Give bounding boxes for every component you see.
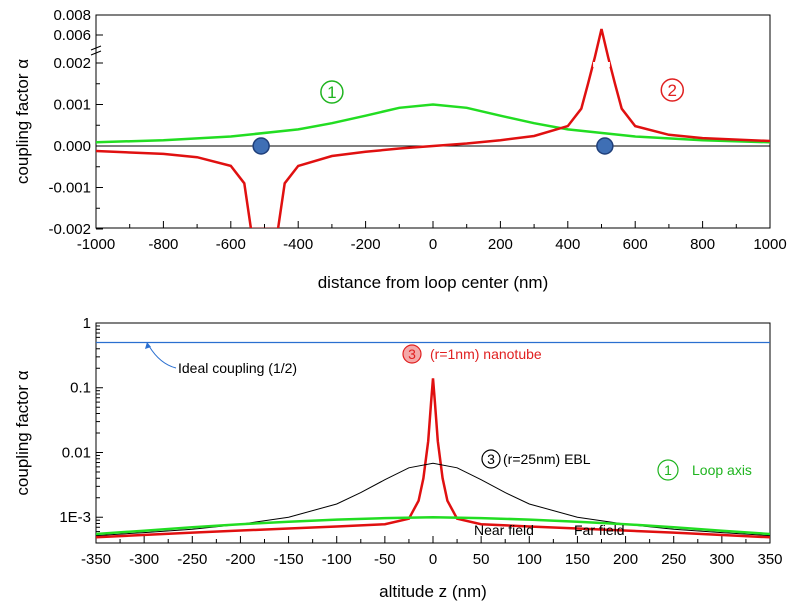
ebl-label: (r=25nm) EBL (503, 451, 591, 467)
nanotube-label: (r=1nm) nanotube (430, 346, 542, 362)
x-tick-label: -100 (322, 551, 352, 568)
x-tick-label: 200 (488, 236, 513, 253)
x-tick-label: 400 (555, 236, 580, 253)
y-axis-label: coupling factor α (13, 370, 32, 495)
x-tick-label: 250 (661, 551, 686, 568)
series-label: 1 (327, 83, 336, 102)
x-tick-label: -1000 (77, 236, 115, 253)
x-tick-label: 150 (565, 551, 590, 568)
loop-wire-marker (596, 137, 614, 155)
y-tick-label: 0.001 (53, 97, 91, 114)
ebl-number-circle (481, 449, 501, 469)
x-tick-label: 300 (709, 551, 734, 568)
top-chart: -1000 -800 -600 -400 -200 0 200 400 600 800 1000 -0… (13, 7, 787, 292)
ebl-number: 3 (487, 451, 495, 467)
ideal-coupling-label: Ideal coupling (1/2) (178, 360, 297, 376)
loop-wire-marker (252, 137, 270, 155)
x-tick-label: -800 (148, 236, 178, 253)
y-tick-label: 0.000 (53, 138, 91, 155)
series-label: 2 (668, 81, 677, 100)
x-axis-label: altitude z (nm) (379, 582, 487, 601)
y-tick-label: 0.1 (70, 380, 91, 397)
series-line-2 (96, 378, 770, 539)
peak-break-gap (593, 62, 610, 67)
near-field-label: Near field (474, 522, 534, 538)
y-tick-label: -0.001 (48, 180, 91, 197)
loop-number-circle (657, 459, 679, 481)
y-tick-label: 1 (83, 315, 91, 332)
x-tick-label: 200 (613, 551, 638, 568)
nanotube-number: 3 (408, 346, 416, 362)
x-tick-label: -200 (225, 551, 255, 568)
x-tick-label: -400 (283, 236, 313, 253)
bottom-chart: -350 -300 -250 -200 -150 -100 -50 0 50 100 150 200 2… (13, 315, 783, 601)
x-tick-label: -350 (81, 551, 111, 568)
x-tick-label: -50 (374, 551, 396, 568)
x-tick-label: -600 (216, 236, 246, 253)
x-tick-label: -200 (351, 236, 381, 253)
y-tick-label: 0.008 (53, 7, 91, 24)
y-tick-label: 1E-3 (59, 509, 91, 526)
x-tick-label: -150 (274, 551, 304, 568)
nanotube-number-circle (402, 344, 422, 364)
series-line-1 (96, 103, 770, 144)
x-tick-label: -300 (129, 551, 159, 568)
x-tick-label: 800 (690, 236, 715, 253)
series-label-circle (660, 78, 685, 102)
y-tick-label: 0.01 (62, 444, 91, 461)
y-tick-label: 0.006 (53, 27, 91, 44)
axis-break-mark (90, 45, 102, 56)
x-tick-label: 0 (429, 236, 437, 253)
plot-frame (95, 14, 771, 229)
loop-axis-label: Loop axis (692, 462, 752, 478)
x-tick-label: 0 (429, 551, 437, 568)
series-line-2 (96, 28, 770, 228)
x-tick-label: 600 (623, 236, 648, 253)
y-tick-label: 0.002 (53, 55, 91, 72)
series-label-circle (320, 80, 344, 104)
far-field-label: Far field (574, 522, 625, 538)
ideal-arrow (148, 345, 177, 369)
x-tick-label: 100 (517, 551, 542, 568)
y-axis-label: coupling factor α (13, 59, 32, 184)
x-tick-label: 350 (757, 551, 782, 568)
x-tick-label: 1000 (753, 236, 786, 253)
x-tick-label: -250 (177, 551, 207, 568)
series-line-4 (96, 515, 770, 536)
x-axis-label: distance from loop center (nm) (318, 273, 549, 292)
loop-number: 1 (664, 462, 672, 478)
x-tick-label: 50 (473, 551, 490, 568)
y-tick-label: -0.002 (48, 221, 91, 238)
ideal-arrow-head (145, 342, 151, 349)
